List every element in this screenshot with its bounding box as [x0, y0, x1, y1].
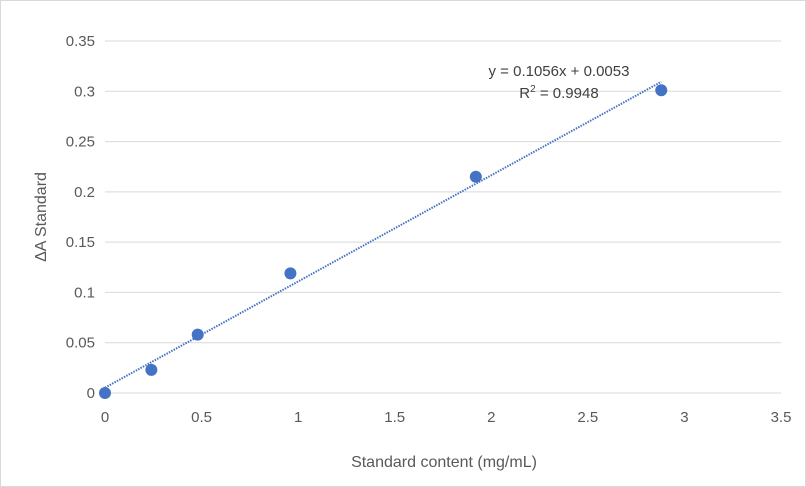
r-squared-exponent: 2	[530, 84, 536, 95]
x-tick-label: 2.5	[577, 409, 598, 426]
y-tick-label: 0	[87, 385, 95, 402]
x-tick-label: 3.5	[771, 409, 792, 426]
y-tick-label: 0.2	[74, 184, 95, 201]
data-point	[99, 387, 111, 399]
y-tick-label: 0.15	[66, 234, 95, 251]
x-tick-label: 1.5	[384, 409, 405, 426]
data-point	[284, 267, 297, 280]
x-tick-label: 0.5	[191, 409, 212, 426]
trendline-r-squared: R2 = 0.9948	[519, 84, 598, 102]
x-tick-label: 3	[680, 409, 688, 426]
data-points	[99, 84, 668, 399]
y-tick-label: 0.1	[74, 284, 95, 301]
x-tick-label: 2	[487, 409, 495, 426]
r-squared-value: = 0.9948	[536, 85, 599, 102]
x-tick-label: 1	[294, 409, 302, 426]
y-tick-label: 0.05	[66, 335, 95, 352]
data-point	[191, 328, 204, 341]
trendline	[104, 80, 662, 389]
y-tick-label: 0.35	[66, 33, 95, 50]
x-axis-tick-labels: 0 0.5 1 1.5 2 2.5 3 3.5	[101, 409, 792, 426]
y-axis-title: ΔA Standard	[33, 172, 50, 262]
y-tick-label: 0.25	[66, 134, 95, 151]
x-tick-label: 0	[101, 409, 109, 426]
trendline-layer	[104, 80, 662, 389]
data-point	[469, 170, 482, 183]
trendline-equation: y = 0.1056x + 0.0053	[489, 63, 630, 80]
x-axis-title: Standard content (mg/mL)	[351, 454, 537, 471]
y-axis-tick-labels: 0 0.05 0.1 0.15 0.2 0.25 0.3 0.35	[66, 33, 95, 402]
r-squared-symbol: R	[519, 85, 530, 102]
y-tick-label: 0.3	[74, 83, 95, 100]
data-point	[145, 363, 158, 376]
gridlines	[105, 40, 781, 394]
data-point	[655, 84, 668, 97]
